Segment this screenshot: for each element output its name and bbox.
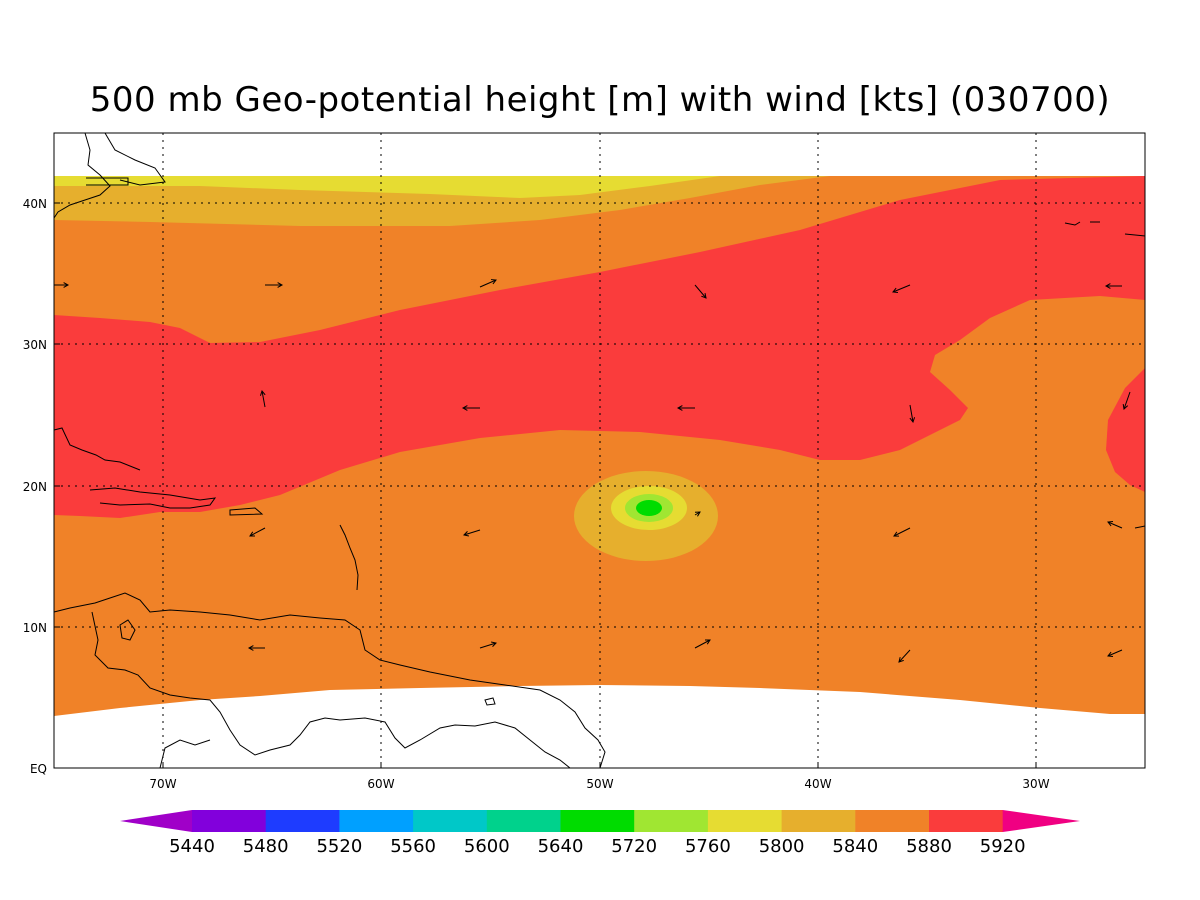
- wind-vector: [1107, 649, 1123, 657]
- wind-vector-head: [490, 641, 497, 647]
- colorbar-label: 5880: [906, 836, 952, 857]
- wind-vector-head: [694, 511, 701, 517]
- wind-vector-head: [893, 531, 900, 537]
- colorbar-swatch: [486, 810, 561, 832]
- colorbar-label: 5840: [832, 836, 878, 857]
- wind-vector-head: [701, 293, 707, 299]
- colorbar-swatch: [265, 810, 340, 832]
- colorbar-arrow-low: [120, 810, 192, 832]
- wind-vector-head: [247, 645, 254, 651]
- colorbar-label: 5920: [980, 836, 1026, 857]
- wind-vector-head: [277, 282, 284, 288]
- wind-vector-head: [463, 531, 470, 537]
- lat-tick-label: 20N: [23, 480, 47, 494]
- lon-tick-label: 50W: [586, 777, 613, 791]
- colorbar-label: 5480: [243, 836, 289, 857]
- wind-vector-head: [249, 531, 256, 537]
- contour-5920-east-lobe: [1106, 368, 1145, 492]
- wind-vector: [249, 527, 266, 537]
- colorbar-label: 5760: [685, 836, 731, 857]
- colorbar-swatch: [707, 810, 783, 832]
- wind-vector: [463, 529, 481, 536]
- wind-vector-head: [1107, 521, 1114, 527]
- wind-vector-head: [259, 389, 266, 396]
- colorbar-swatch: [413, 810, 488, 832]
- wind-vector: [898, 649, 911, 663]
- wind-vector-head: [909, 417, 916, 424]
- lat-tick-label: 40N: [23, 197, 47, 211]
- wind-vector-head: [1107, 651, 1114, 657]
- wind-vector-head: [461, 405, 468, 411]
- colorbar-swatch: [855, 810, 930, 832]
- colorbar-swatch: [339, 810, 414, 832]
- colorbar-arrow-high: [1002, 810, 1080, 832]
- wind-vector-head: [704, 639, 711, 645]
- colorbar-label: 5800: [759, 836, 805, 857]
- wind-vector: [1107, 521, 1123, 529]
- lon-tick-label: 40W: [804, 777, 831, 791]
- wind-vector: [694, 284, 707, 299]
- colorbar-swatch: [634, 810, 709, 832]
- colorbar-label: 5600: [464, 836, 510, 857]
- low-5720: [636, 500, 662, 516]
- wind-vector: [1123, 391, 1131, 410]
- wind-vector-head: [898, 657, 904, 663]
- colorbar-swatch: [929, 810, 1004, 832]
- wind-vector: [909, 404, 914, 423]
- lat-tick-label: EQ: [30, 762, 47, 776]
- colorbar-label: 5720: [611, 836, 657, 857]
- axis-ticks: [54, 202, 1037, 768]
- wind-vector: [694, 639, 711, 649]
- lon-tick-label: 70W: [149, 777, 176, 791]
- wind-vector: [479, 279, 497, 288]
- wind-vector: [261, 390, 266, 408]
- wind-vector-head: [1122, 403, 1129, 410]
- contour-5840-band: [54, 176, 830, 226]
- wind-vector-head: [1104, 283, 1111, 289]
- lon-tick-label: 60W: [367, 777, 394, 791]
- wind-vectors: [54, 279, 1131, 663]
- wind-vector-head: [892, 287, 899, 294]
- colorbar-swatch: [192, 810, 267, 832]
- colorbar-label: 5560: [390, 836, 436, 857]
- lat-tick-label: 10N: [23, 621, 47, 635]
- contour-5800-band: [54, 176, 720, 198]
- colorbar-label: 5440: [169, 836, 215, 857]
- coastlines: [53, 132, 1146, 769]
- wind-vector: [479, 642, 497, 649]
- wind-vector-head: [676, 405, 683, 411]
- wind-vector: [892, 284, 911, 293]
- wind-vector-head: [490, 279, 497, 285]
- wind-vector-head: [63, 282, 70, 288]
- lat-tick-label: 30N: [23, 338, 47, 352]
- contour-5920-band: [54, 176, 1145, 518]
- colorbar-swatch: [781, 810, 856, 832]
- map-title: 500 mb Geo-potential height [m] with win…: [89, 80, 1111, 120]
- colorbar-label: 5520: [316, 836, 362, 857]
- colorbar-swatch: [560, 810, 635, 832]
- colorbar-label: 5640: [538, 836, 584, 857]
- wind-vector: [893, 527, 911, 537]
- gridlines: [54, 133, 1145, 768]
- lon-tick-label: 30W: [1022, 777, 1049, 791]
- colorbar: 5440 5480 5520 5560 5600 5640 5720 5760 5800 5840…: [120, 810, 1080, 857]
